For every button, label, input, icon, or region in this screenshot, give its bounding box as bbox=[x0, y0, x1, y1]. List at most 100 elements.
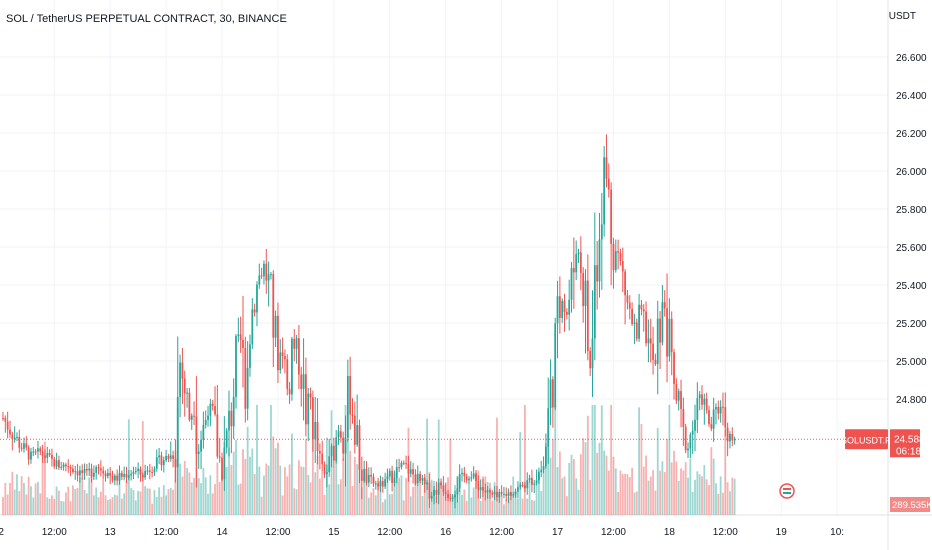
volume-bar bbox=[365, 473, 368, 515]
volume-bar bbox=[332, 468, 335, 515]
y-tick-label: 26.400 bbox=[896, 91, 927, 102]
volume-bar bbox=[104, 495, 107, 515]
candle-body bbox=[365, 468, 368, 483]
candle-body bbox=[169, 455, 172, 459]
volume-bar bbox=[148, 488, 151, 515]
volume-bar bbox=[440, 481, 442, 515]
candle-body bbox=[729, 433, 731, 442]
candle-body bbox=[186, 392, 188, 394]
candle-body bbox=[631, 308, 633, 324]
candle-body bbox=[179, 362, 181, 398]
symbol-title[interactable]: SOL / TetherUS PERPETUAL CONTRACT, 30, B… bbox=[6, 13, 287, 25]
volume-bar bbox=[442, 485, 445, 515]
candle-body bbox=[102, 470, 105, 474]
volume-bar bbox=[624, 473, 627, 515]
candle-body bbox=[386, 476, 389, 480]
volume-bar bbox=[591, 405, 594, 515]
volume-bar bbox=[363, 477, 366, 515]
candle-body bbox=[503, 493, 505, 495]
candle-body bbox=[617, 251, 620, 253]
volume-bar bbox=[113, 494, 116, 515]
volume-bar bbox=[374, 495, 377, 515]
volume-bar bbox=[549, 457, 552, 515]
candle-body bbox=[18, 436, 21, 448]
candle-body bbox=[293, 338, 296, 349]
price-axis[interactable]: 26.600 26.400 26.200 26.000 25.800 25.600 25.4… bbox=[896, 53, 927, 406]
volume-bar bbox=[647, 480, 650, 515]
candle-body bbox=[32, 451, 35, 453]
volume-bar bbox=[39, 493, 42, 515]
candle-body bbox=[479, 487, 482, 491]
volume-bar bbox=[232, 451, 235, 515]
volume-bar bbox=[134, 500, 137, 515]
volume-bar bbox=[449, 438, 452, 515]
y-tick-label: 26.200 bbox=[896, 129, 927, 140]
candle-body bbox=[614, 251, 617, 271]
candle-body bbox=[197, 451, 200, 455]
x-tick-label: 15 bbox=[328, 527, 340, 538]
volume-bar bbox=[687, 477, 689, 515]
candle-body bbox=[346, 376, 349, 438]
candle-body bbox=[183, 378, 186, 394]
volume-bar bbox=[556, 467, 559, 515]
candle-body bbox=[568, 299, 571, 315]
candle-body bbox=[153, 468, 156, 473]
candle-body bbox=[507, 492, 510, 496]
volume-bar bbox=[249, 456, 251, 515]
volume-bar bbox=[360, 487, 363, 515]
candle-body bbox=[265, 263, 268, 281]
candle-body bbox=[475, 473, 477, 482]
candle-body bbox=[158, 455, 161, 458]
volume-bar bbox=[372, 488, 375, 515]
candle-body bbox=[2, 418, 4, 419]
candle-body bbox=[584, 280, 587, 306]
y-tick-label: 25.800 bbox=[896, 205, 927, 216]
volume-bar bbox=[717, 493, 720, 515]
candle-body bbox=[214, 406, 216, 415]
volume-bar bbox=[349, 450, 352, 515]
candle-body bbox=[626, 295, 629, 303]
candle-body bbox=[528, 477, 531, 481]
volume-bar bbox=[400, 475, 403, 515]
candle-body bbox=[542, 466, 545, 470]
candle-body bbox=[358, 425, 361, 470]
candle-body bbox=[698, 394, 701, 399]
candle-body bbox=[174, 458, 177, 468]
candle-body bbox=[624, 271, 627, 296]
candle-body bbox=[538, 472, 540, 481]
volume-bar bbox=[307, 475, 310, 515]
volume-bar bbox=[635, 491, 638, 515]
volume-bar bbox=[216, 462, 219, 515]
volume-bar bbox=[526, 498, 529, 515]
volume-bar bbox=[169, 488, 172, 515]
volume-bar bbox=[351, 486, 354, 515]
volume-bar bbox=[524, 405, 526, 515]
volume-bar bbox=[586, 415, 589, 515]
candle-body bbox=[533, 483, 536, 485]
y-tick-label: 25.200 bbox=[896, 319, 927, 330]
volume-bar bbox=[589, 479, 592, 515]
event-marker-icon[interactable] bbox=[779, 483, 795, 499]
time-axis[interactable]: 12 12:00 13 12:00 14 12:00 15 12:00 16 12:00 17 12:… bbox=[0, 527, 844, 538]
volume-bar bbox=[535, 483, 538, 515]
x-tick-label: 13 bbox=[105, 527, 117, 538]
candle-body bbox=[570, 268, 573, 300]
candle-body bbox=[551, 379, 554, 408]
x-tick-label: 18 bbox=[664, 527, 676, 538]
candle-body bbox=[377, 483, 380, 487]
volume-bar bbox=[88, 477, 91, 515]
volume-bar bbox=[642, 466, 645, 515]
volume-bar bbox=[20, 476, 23, 515]
volume-bar bbox=[661, 461, 664, 515]
volume-bar bbox=[25, 494, 28, 515]
candle-body bbox=[116, 475, 119, 481]
volume-bar bbox=[288, 464, 291, 515]
candle-body bbox=[23, 443, 25, 449]
volume-bar bbox=[705, 479, 708, 515]
candle-body bbox=[656, 318, 659, 365]
candle-body bbox=[715, 406, 717, 410]
volume-bar bbox=[540, 491, 543, 515]
volume-bar bbox=[402, 500, 405, 515]
